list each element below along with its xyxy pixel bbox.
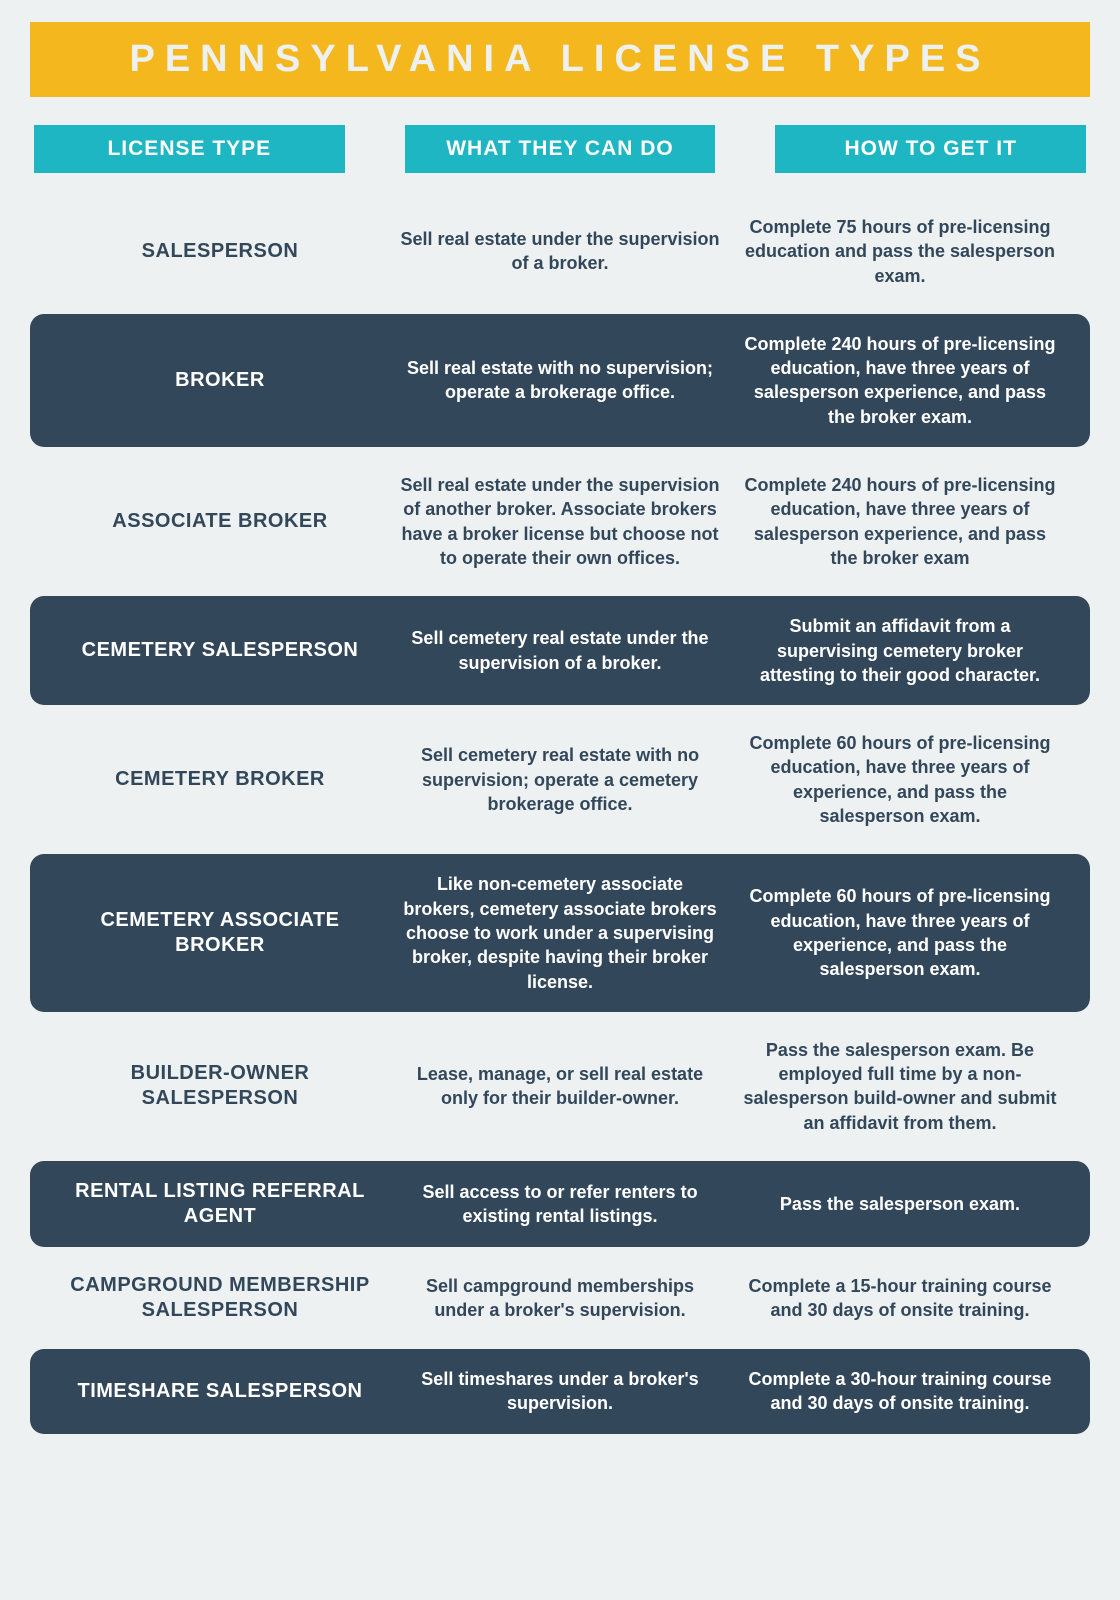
table-row: SALESPERSONSell real estate under the su… xyxy=(30,197,1090,306)
what-they-can-do: Sell real estate with no supervision; op… xyxy=(390,356,730,405)
table-row: RENTAL LISTING REFERRAL AGENTSell access… xyxy=(30,1161,1090,1247)
what-they-can-do: Sell access to or refer renters to exist… xyxy=(390,1180,730,1229)
how-to-get-it: Submit an affidavit from a supervising c… xyxy=(730,614,1070,687)
how-to-get-it: Pass the salesperson exam. Be employed f… xyxy=(730,1038,1070,1135)
what-they-can-do: Sell cemetery real estate under the supe… xyxy=(390,626,730,675)
what-they-can-do: Like non-cemetery associate brokers, cem… xyxy=(390,872,730,993)
license-type-label: BROKER xyxy=(50,368,390,393)
how-to-get-it: Complete 240 hours of pre-licensing educ… xyxy=(730,332,1070,429)
title-bar: PENNSYLVANIA LICENSE TYPES xyxy=(30,22,1090,97)
column-headers: LICENSE TYPE WHAT THEY CAN DO HOW TO GET… xyxy=(30,125,1090,173)
license-type-label: CAMPGROUND MEMBERSHIP SALESPERSON xyxy=(50,1273,390,1323)
what-they-can-do: Sell campground memberships under a brok… xyxy=(390,1274,730,1323)
license-type-label: CEMETERY BROKER xyxy=(50,767,390,792)
col-header-what: WHAT THEY CAN DO xyxy=(405,125,716,173)
what-they-can-do: Sell cemetery real estate with no superv… xyxy=(390,743,730,816)
how-to-get-it: Complete a 15-hour training course and 3… xyxy=(730,1274,1070,1323)
how-to-get-it: Complete 60 hours of pre-licensing educa… xyxy=(730,731,1070,828)
table-row: CEMETERY ASSOCIATE BROKERLike non-cemete… xyxy=(30,854,1090,1011)
license-type-label: TIMESHARE SALESPERSON xyxy=(50,1379,390,1404)
license-type-label: RENTAL LISTING REFERRAL AGENT xyxy=(50,1179,390,1229)
what-they-can-do: Sell real estate under the supervision o… xyxy=(390,473,730,570)
license-type-label: CEMETERY SALESPERSON xyxy=(50,638,390,663)
col-header-license-type: LICENSE TYPE xyxy=(34,125,345,173)
license-type-label: BUILDER-OWNER SALESPERSON xyxy=(50,1061,390,1111)
how-to-get-it: Complete 240 hours of pre-licensing educ… xyxy=(730,473,1070,570)
table-row: CEMETERY SALESPERSONSell cemetery real e… xyxy=(30,596,1090,705)
page-title: PENNSYLVANIA LICENSE TYPES xyxy=(40,38,1080,81)
table-row: BUILDER-OWNER SALESPERSONLease, manage, … xyxy=(30,1020,1090,1153)
how-to-get-it: Complete 60 hours of pre-licensing educa… xyxy=(730,884,1070,981)
table-row: CAMPGROUND MEMBERSHIP SALESPERSONSell ca… xyxy=(30,1255,1090,1341)
table-row: BROKERSell real estate with no supervisi… xyxy=(30,314,1090,447)
what-they-can-do: Sell real estate under the supervision o… xyxy=(390,227,730,276)
how-to-get-it: Complete 75 hours of pre-licensing educa… xyxy=(730,215,1070,288)
how-to-get-it: Complete a 30-hour training course and 3… xyxy=(730,1367,1070,1416)
license-type-label: CEMETERY ASSOCIATE BROKER xyxy=(50,908,390,958)
col-header-how: HOW TO GET IT xyxy=(775,125,1086,173)
rows-container: SALESPERSONSell real estate under the su… xyxy=(30,197,1090,1434)
table-row: CEMETERY BROKERSell cemetery real estate… xyxy=(30,713,1090,846)
table-row: TIMESHARE SALESPERSONSell timeshares und… xyxy=(30,1349,1090,1434)
license-type-label: ASSOCIATE BROKER xyxy=(50,509,390,534)
what-they-can-do: Sell timeshares under a broker's supervi… xyxy=(390,1367,730,1416)
how-to-get-it: Pass the salesperson exam. xyxy=(730,1192,1070,1216)
what-they-can-do: Lease, manage, or sell real estate only … xyxy=(390,1062,730,1111)
license-type-label: SALESPERSON xyxy=(50,239,390,264)
table-row: ASSOCIATE BROKERSell real estate under t… xyxy=(30,455,1090,588)
